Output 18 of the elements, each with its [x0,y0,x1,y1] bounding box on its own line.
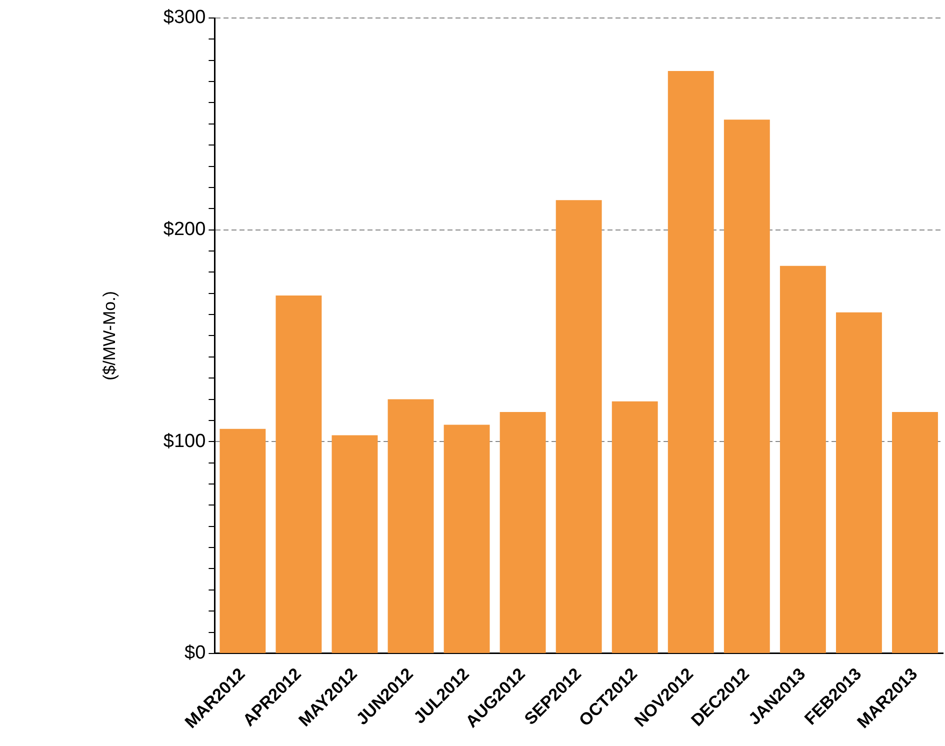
bar [388,399,434,653]
y-tick-label: $100 [163,430,206,452]
bar [500,412,546,653]
bar [668,70,714,653]
bar [724,120,770,653]
bar [612,401,658,653]
y-tick-label: $0 [184,642,206,664]
bar [780,266,826,653]
bar [444,424,490,653]
bar [220,428,266,653]
bar [836,312,882,653]
bar [332,435,378,653]
bar [892,412,938,653]
bar [556,200,602,653]
bar [276,295,322,653]
y-tick-label: $200 [163,219,206,240]
y-axis-title: ($/MW-Mo.) [100,291,119,380]
y-tick-label: $300 [163,7,206,28]
